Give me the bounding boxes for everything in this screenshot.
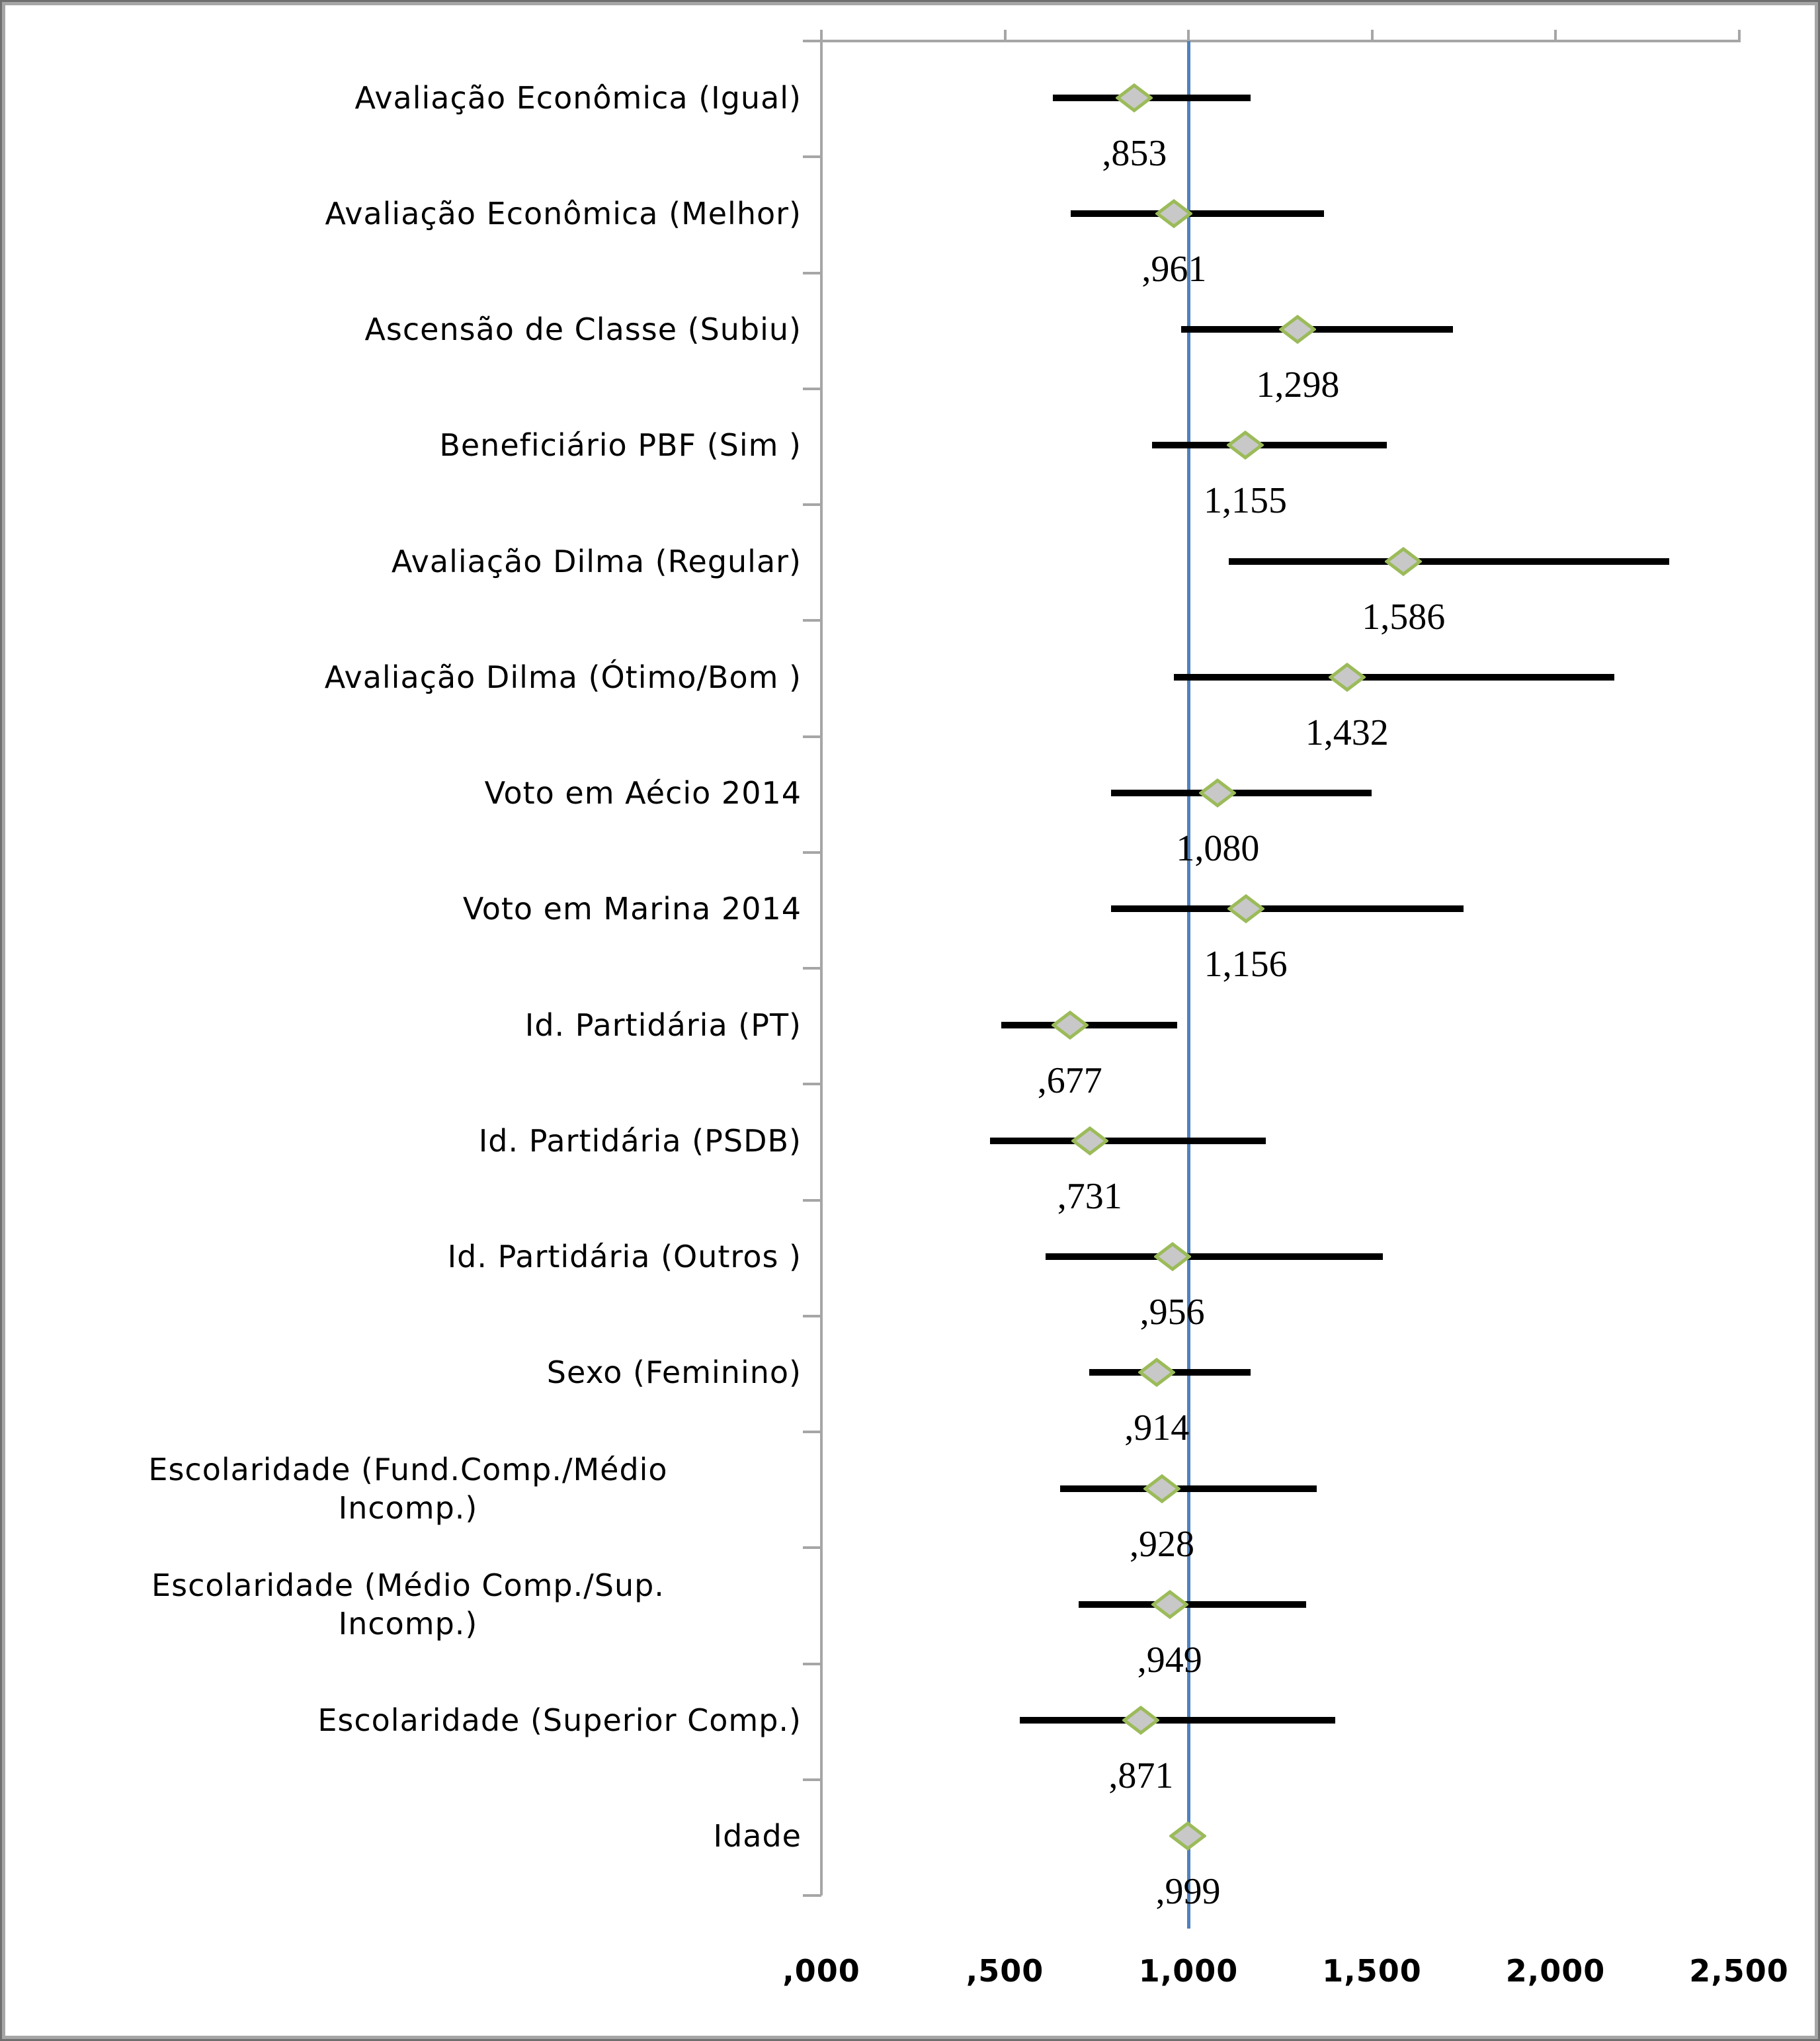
category-label: Escolaridade (Médio Comp./Sup. Incomp.): [151, 1567, 665, 1642]
x-axis-line: [820, 40, 1741, 42]
ci-error-bar: [1111, 905, 1464, 913]
category-axis-tick: [803, 967, 821, 970]
value-label: ,956: [1139, 1292, 1205, 1333]
ci-error-bar: [1180, 326, 1453, 333]
category-axis-tick: [803, 851, 821, 854]
diamond-marker-icon: [1153, 1241, 1192, 1274]
diamond-marker-icon: [1169, 1821, 1208, 1853]
x-axis-tick-label: 1,000: [1138, 1953, 1239, 1989]
category-axis-tick: [803, 1662, 821, 1665]
diamond-marker-icon: [1115, 83, 1154, 115]
category-label: Id. Partidária (Outros ): [447, 1239, 802, 1275]
value-label: ,914: [1124, 1407, 1190, 1449]
x-axis-tick: [820, 30, 823, 41]
value-label: ,999: [1155, 1871, 1221, 1913]
ci-error-bar: [1019, 1717, 1335, 1724]
category-label: Avaliação Econômica (Melhor): [325, 195, 802, 231]
x-axis-tick: [1003, 30, 1007, 41]
category-label: Beneficiário PBF (Sim ): [439, 427, 802, 464]
category-axis-tick: [803, 735, 821, 738]
diamond-marker-icon: [1142, 1474, 1182, 1506]
diamond-marker-icon: [1225, 431, 1265, 462]
value-label: 1,432: [1305, 712, 1389, 753]
category-label: Id. Partidária (PSDB): [478, 1122, 802, 1159]
category-axis-tick: [803, 619, 821, 622]
value-label: 1,080: [1176, 828, 1260, 870]
category-label: Idade: [713, 1818, 802, 1854]
category-label: Id. Partidária (PT): [524, 1007, 802, 1043]
category-label: Escolaridade (Fund.Comp./Médio Incomp.): [148, 1451, 668, 1526]
value-label: ,871: [1108, 1755, 1174, 1797]
value-label: 1,586: [1362, 596, 1446, 638]
category-axis-tick: [803, 1546, 821, 1550]
value-label: 1,156: [1204, 944, 1288, 985]
category-axis-tick: [803, 387, 821, 390]
category-label: Avaliação Dilma (Regular): [391, 543, 802, 579]
value-label: ,677: [1037, 1060, 1102, 1101]
category-axis-tick: [803, 40, 821, 42]
ci-error-bar: [1229, 558, 1670, 565]
value-label: ,949: [1137, 1639, 1202, 1681]
x-axis-tick-label: 1,500: [1322, 1953, 1422, 1989]
category-label: Ascensão de Classe (Subiu): [364, 312, 802, 348]
category-label: Voto em Aécio 2014: [484, 775, 802, 812]
category-axis-tick: [803, 1314, 821, 1317]
ci-error-bar: [1045, 1253, 1384, 1261]
diamond-marker-icon: [1150, 1589, 1189, 1622]
category-label: Avaliação Dilma (Ótimo/Bom ): [324, 659, 802, 695]
ci-error-bar: [1111, 790, 1372, 797]
diamond-marker-icon: [1070, 1126, 1109, 1158]
ci-error-bar: [1173, 673, 1614, 681]
diamond-marker-icon: [1327, 662, 1366, 694]
ci-error-bar: [1071, 210, 1325, 217]
diamond-marker-icon: [1155, 198, 1194, 231]
value-label: ,961: [1141, 248, 1207, 290]
category-axis-tick: [803, 503, 821, 506]
value-label: 1,155: [1204, 480, 1288, 522]
category-axis-tick: [803, 1894, 821, 1897]
category-axis-tick: [803, 1198, 821, 1202]
value-label: ,928: [1130, 1523, 1195, 1565]
diamond-marker-icon: [1384, 546, 1423, 579]
category-label: Voto em Marina 2014: [462, 891, 802, 927]
diamond-marker-icon: [1226, 894, 1265, 926]
diamond-marker-icon: [1050, 1010, 1089, 1042]
category-label: Avaliação Econômica (Igual): [354, 79, 802, 116]
diamond-marker-icon: [1278, 314, 1317, 347]
category-label: Sexo (Feminino): [546, 1354, 802, 1391]
diamond-marker-icon: [1138, 1358, 1177, 1390]
reference-line-icon: [1186, 41, 1190, 1929]
x-axis-tick-label: 2,000: [1505, 1953, 1606, 1989]
x-axis-tick: [1554, 30, 1557, 41]
ci-error-bar: [1001, 1021, 1178, 1028]
x-axis-tick-label: 2,500: [1689, 1953, 1789, 1989]
ci-error-bar: [1059, 1485, 1317, 1492]
category-axis-tick: [803, 155, 821, 159]
ci-error-bar: [990, 1137, 1266, 1144]
x-axis-tick: [1187, 30, 1190, 41]
value-label: 1,298: [1256, 364, 1340, 406]
x-axis-tick: [1737, 30, 1741, 41]
category-label: Escolaridade (Superior Comp.): [317, 1702, 802, 1739]
diamond-marker-icon: [1122, 1705, 1161, 1737]
x-axis-tick-label: ,500: [966, 1953, 1044, 1989]
x-axis-tick: [1370, 30, 1374, 41]
category-axis-tick: [803, 1778, 821, 1781]
category-axis-tick: [803, 1431, 821, 1433]
x-axis-tick-label: ,000: [782, 1953, 860, 1989]
diamond-marker-icon: [1198, 778, 1237, 810]
category-axis-tick: [803, 271, 821, 274]
ci-error-bar: [1078, 1601, 1306, 1608]
category-axis-tick: [803, 1083, 821, 1086]
category-axis-line: [820, 40, 823, 1895]
ci-error-bar: [1151, 442, 1387, 449]
value-label: ,731: [1057, 1175, 1122, 1217]
value-label: ,853: [1102, 132, 1167, 174]
